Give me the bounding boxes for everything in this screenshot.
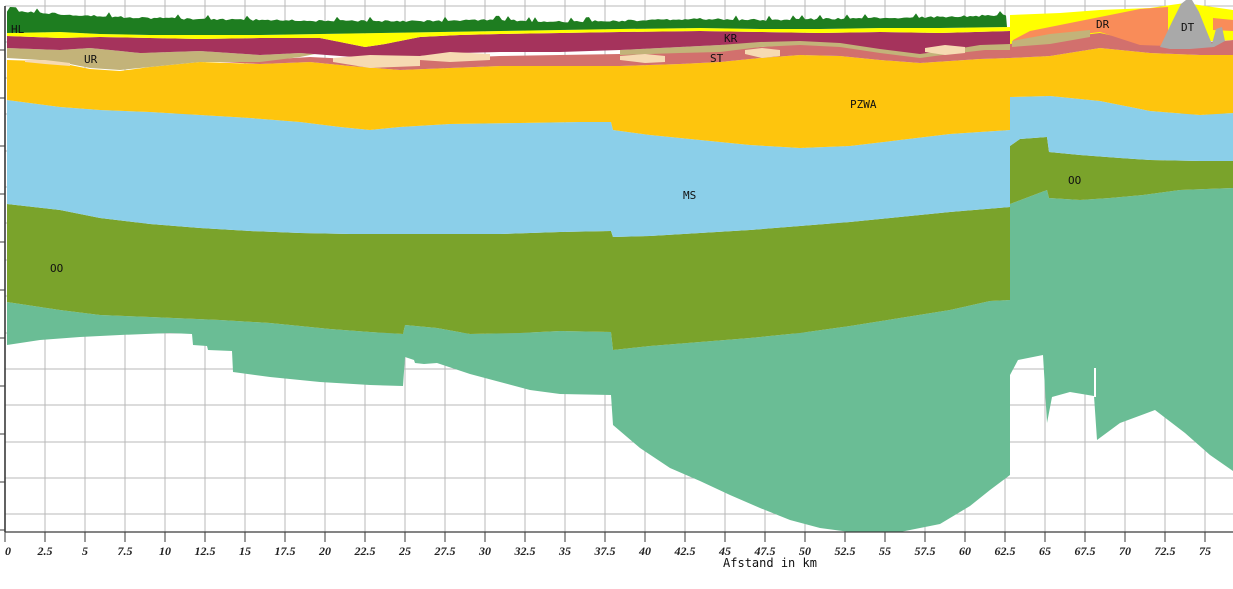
x-tick-label: 67.5 xyxy=(1075,544,1096,558)
layer-cream-5 xyxy=(745,48,780,58)
x-tick-label: 70 xyxy=(1119,544,1131,558)
x-tick-label: 72.5 xyxy=(1155,544,1176,558)
layer-cream-4 xyxy=(620,54,665,63)
x-tick-label: 25 xyxy=(398,544,411,558)
formation-label-st: ST xyxy=(710,52,724,65)
x-tick-label: 47.5 xyxy=(754,544,776,558)
formation-label-pzwa: PZWA xyxy=(850,98,877,111)
layer-cream-2 xyxy=(333,55,420,68)
layer-cream-3 xyxy=(420,52,490,62)
layer-cream-6 xyxy=(925,45,965,55)
layer-tan-mid xyxy=(620,40,1010,58)
layer-tan-right xyxy=(1012,30,1090,47)
layer-tan-left xyxy=(7,48,315,70)
layer-cream-1 xyxy=(25,60,70,66)
x-tick-label: 10 xyxy=(159,544,171,558)
layer-gray-dt xyxy=(1160,0,1225,49)
x-axis-title: Afstand in km xyxy=(723,556,817,570)
layer-teal-left xyxy=(7,300,1010,532)
formation-label-dt: DT xyxy=(1181,21,1195,34)
x-tick-label: 15 xyxy=(239,544,251,558)
layer-blue-right xyxy=(1010,96,1233,161)
x-tick-label: 57.5 xyxy=(915,544,936,558)
x-tick-label: 32.5 xyxy=(514,544,536,558)
layer-magenta-kr xyxy=(7,31,1010,59)
layer-blue-left xyxy=(7,100,1010,237)
x-axis-tick-labels: 0 2.5 5 7.5 10 12.5 15 17.5 20 22.5 25 27.5 30 32.5 35… xyxy=(5,544,1211,558)
axes xyxy=(0,6,1233,542)
x-tick-label: 42.5 xyxy=(674,544,696,558)
x-tick-label: 0 xyxy=(5,544,11,558)
formation-label-ur: UR xyxy=(84,53,98,66)
x-tick-label: 62.5 xyxy=(995,544,1016,558)
layer-olive-right xyxy=(1010,137,1233,204)
x-tick-label: 55 xyxy=(879,544,891,558)
layer-gold-right xyxy=(1010,48,1233,115)
formation-label-oo: OO xyxy=(50,262,63,275)
x-tick-label: 75 xyxy=(1199,544,1211,558)
formation-label-kr: KR xyxy=(724,32,738,45)
x-tick-label: 22.5 xyxy=(354,544,376,558)
layer-teal-right xyxy=(1010,188,1233,471)
layer-olive-left xyxy=(7,204,1010,350)
x-tick-label: 2.5 xyxy=(37,544,53,558)
layer-gold-left xyxy=(7,55,1010,148)
x-tick-label: 35 xyxy=(558,544,571,558)
x-tick-label: 65 xyxy=(1039,544,1051,558)
x-tick-label: 7.5 xyxy=(118,544,133,558)
formation-layers xyxy=(7,0,1233,532)
formation-label-ms: MS xyxy=(683,189,696,202)
layer-yellow-left xyxy=(7,27,1010,47)
x-tick-label: 5 xyxy=(82,544,88,558)
x-tick-label: 52.5 xyxy=(835,544,856,558)
x-tick-label: 40 xyxy=(638,544,651,558)
x-tick-label: 17.5 xyxy=(275,544,296,558)
formation-label-oo: OO xyxy=(1068,174,1081,187)
formation-label-hl: HL xyxy=(11,23,25,36)
layer-white-slit xyxy=(1094,368,1096,397)
x-tick-label: 60 xyxy=(959,544,971,558)
x-tick-label: 27.5 xyxy=(434,544,456,558)
x-tick-label: 12.5 xyxy=(195,544,216,558)
x-tick-label: 45 xyxy=(718,544,731,558)
x-tick-label: 37.5 xyxy=(594,544,616,558)
x-tick-label: 50 xyxy=(799,544,811,558)
x-tick-label: 20 xyxy=(318,544,331,558)
layer-green-hl xyxy=(7,6,1007,36)
layer-orange-dr-right xyxy=(1213,18,1233,31)
x-tick-label: 30 xyxy=(478,544,491,558)
formation-label-dr: DR xyxy=(1096,18,1110,31)
